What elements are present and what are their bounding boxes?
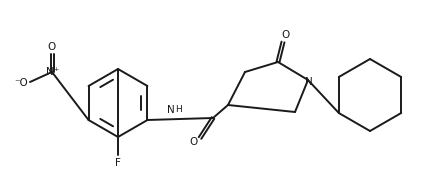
Text: H: H (175, 104, 182, 114)
Text: O: O (281, 30, 289, 40)
Text: O: O (48, 42, 56, 52)
Text: ⁻O: ⁻O (14, 78, 28, 88)
Text: O: O (189, 137, 197, 147)
Text: N⁺: N⁺ (46, 67, 60, 77)
Text: N: N (168, 105, 175, 115)
Text: N: N (305, 77, 313, 87)
Text: F: F (115, 158, 121, 168)
